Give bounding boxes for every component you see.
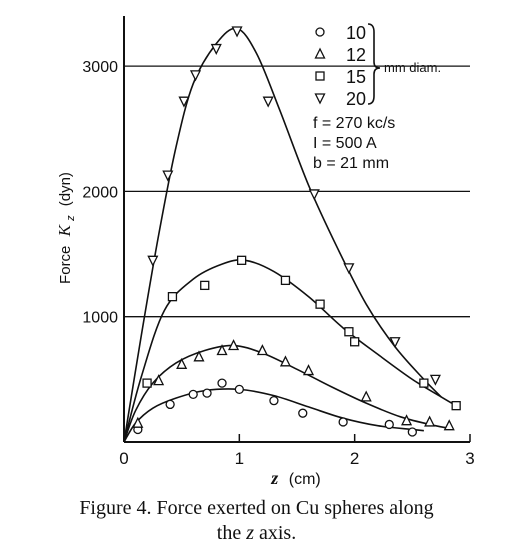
point-series-12	[193, 350, 205, 362]
point-series-20	[162, 170, 174, 182]
point-series-12	[132, 416, 144, 428]
point-series-12	[228, 339, 240, 351]
figure-caption-line1: Figure 4. Force exerted on Cu spheres al…	[79, 497, 434, 519]
point-series-12	[153, 374, 165, 386]
point-series-12	[176, 357, 188, 369]
y-tick-label: 3000	[82, 59, 118, 76]
fit-curves	[123, 27, 457, 443]
curve-series-15	[123, 259, 457, 443]
y-tick-labels: 1000 2000 3000	[82, 59, 118, 327]
point-series-12	[401, 414, 413, 426]
point-series-15	[451, 401, 461, 411]
point-series-20	[262, 96, 274, 108]
x-axis-label-var: z	[270, 468, 278, 488]
point-series-15	[200, 280, 210, 291]
caption-suffix: axis.	[254, 522, 297, 544]
x-tick-labels: 0 1 2 3	[119, 434, 475, 468]
y-axis-label-var: K	[55, 223, 74, 237]
point-series-15	[236, 255, 247, 265]
param-f: f = 270 kc/s	[313, 115, 395, 132]
legend-marker-12	[314, 47, 326, 59]
legend-marker-20	[314, 93, 326, 105]
point-series-10	[165, 399, 175, 410]
x-tick-label: 2	[350, 449, 359, 468]
gridlines	[124, 65, 470, 318]
point-series-20	[178, 96, 190, 108]
x-tick-label: 3	[465, 449, 474, 468]
legend-brace	[367, 23, 381, 105]
point-series-15	[419, 378, 429, 388]
x-axis-label-unit: (cm)	[289, 471, 321, 488]
point-series-12	[443, 419, 455, 431]
point-series-15	[142, 378, 152, 388]
legend-label-10: 10	[346, 23, 366, 43]
point-series-15	[315, 299, 325, 309]
point-series-20	[210, 43, 222, 56]
point-series-20	[389, 337, 401, 349]
legend-marker-15	[315, 71, 325, 81]
point-series-10	[338, 417, 348, 427]
point-series-10	[407, 427, 417, 437]
legend-label-20: 20	[346, 89, 366, 109]
figure-caption-line2: the z axis.	[0, 522, 513, 545]
legend-unit-text: mm diam.	[384, 60, 441, 75]
legend-marker-10	[315, 27, 325, 37]
point-series-20	[308, 189, 320, 201]
y-tick-label: 1000	[82, 310, 118, 327]
caption-prefix: the	[216, 522, 247, 544]
point-series-15	[280, 275, 291, 286]
point-series-12	[279, 355, 292, 367]
point-series-12	[360, 390, 372, 402]
x-axis-label: z (cm)	[270, 468, 320, 488]
legend-label-12: 12	[346, 45, 366, 65]
point-series-20	[231, 26, 243, 38]
point-series-12	[216, 344, 228, 356]
curve-series-10	[123, 388, 424, 443]
point-series-15	[344, 327, 354, 337]
point-series-10	[217, 378, 227, 388]
point-series-10	[234, 384, 244, 395]
point-series-20	[147, 255, 159, 267]
point-series-12	[424, 415, 436, 427]
param-b: b = 21 mm	[313, 155, 389, 172]
point-series-10	[269, 396, 279, 406]
point-series-10	[202, 388, 212, 398]
x-tick-label: 1	[235, 449, 244, 468]
point-series-20	[429, 374, 441, 386]
point-series-20	[343, 263, 355, 275]
y-axis-label: Force K z (dyn)	[55, 172, 78, 284]
y-axis-label-sub: z	[65, 215, 77, 222]
point-series-10	[384, 419, 394, 430]
y-axis-label-unit: (dyn)	[57, 172, 74, 206]
y-axis-label-main: Force	[57, 246, 74, 284]
curve-series-20	[123, 27, 442, 443]
y-tick-label: 2000	[82, 184, 118, 201]
point-series-12	[256, 344, 268, 356]
point-series-10	[188, 389, 198, 400]
point-series-12	[302, 364, 315, 376]
x-tick-label: 0	[119, 449, 128, 468]
data-points	[132, 26, 461, 437]
point-series-15	[167, 292, 178, 302]
legend-label-15: 15	[346, 67, 366, 87]
caption-var: z	[246, 522, 254, 544]
param-i: I = 500 A	[313, 135, 377, 152]
point-series-10	[298, 408, 308, 418]
point-series-20	[189, 70, 202, 82]
point-series-15	[350, 337, 360, 347]
